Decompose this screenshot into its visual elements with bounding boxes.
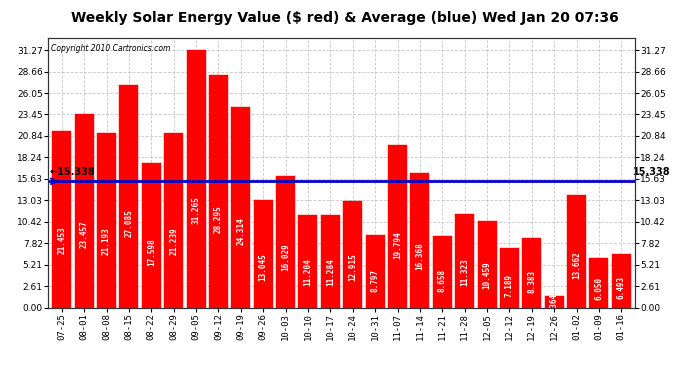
Text: 23.457: 23.457: [79, 220, 88, 248]
Text: 11.323: 11.323: [460, 258, 469, 286]
Text: 11.204: 11.204: [304, 259, 313, 286]
Text: 13.045: 13.045: [259, 253, 268, 280]
Text: 17.598: 17.598: [147, 238, 156, 266]
Bar: [209, 75, 228, 308]
Text: 28.295: 28.295: [214, 205, 223, 233]
Text: 21.453: 21.453: [57, 226, 66, 254]
Text: 10.459: 10.459: [482, 261, 491, 289]
Bar: [388, 144, 407, 308]
Bar: [411, 173, 429, 308]
Text: 11.284: 11.284: [326, 258, 335, 286]
Bar: [343, 201, 362, 308]
Text: 8.383: 8.383: [527, 270, 536, 293]
Bar: [477, 221, 497, 308]
Bar: [321, 214, 340, 308]
Text: 16.029: 16.029: [281, 243, 290, 271]
Text: ←15.338: ←15.338: [50, 167, 95, 177]
Bar: [52, 131, 71, 308]
Text: 12.915: 12.915: [348, 253, 357, 281]
Text: 1.364: 1.364: [550, 292, 559, 316]
Text: 7.189: 7.189: [505, 273, 514, 297]
Text: 24.314: 24.314: [236, 217, 246, 245]
Bar: [75, 114, 94, 308]
Bar: [589, 258, 609, 307]
Bar: [231, 107, 250, 308]
Bar: [500, 248, 519, 308]
Bar: [97, 133, 116, 308]
Text: 16.368: 16.368: [415, 242, 424, 270]
Bar: [522, 238, 542, 308]
Text: 6.050: 6.050: [595, 277, 604, 300]
Bar: [141, 163, 161, 308]
Text: Copyright 2010 Cartronics.com: Copyright 2010 Cartronics.com: [51, 44, 170, 53]
Bar: [544, 296, 564, 307]
Text: 8.658: 8.658: [437, 269, 447, 292]
Text: 21.239: 21.239: [169, 227, 178, 255]
Text: 21.193: 21.193: [102, 227, 111, 255]
Bar: [186, 50, 206, 308]
Text: 15.338: 15.338: [633, 167, 670, 177]
Bar: [276, 176, 295, 308]
Bar: [366, 235, 384, 308]
Text: 8.797: 8.797: [371, 268, 380, 291]
Text: 6.493: 6.493: [617, 276, 626, 299]
Bar: [299, 215, 317, 308]
Text: 19.794: 19.794: [393, 232, 402, 260]
Bar: [119, 84, 139, 308]
Text: 27.085: 27.085: [124, 209, 133, 237]
Text: 31.265: 31.265: [192, 196, 201, 223]
Text: 13.662: 13.662: [572, 251, 581, 279]
Bar: [455, 214, 474, 308]
Bar: [567, 195, 586, 308]
Bar: [254, 200, 273, 308]
Bar: [612, 254, 631, 308]
Bar: [164, 133, 183, 308]
Bar: [433, 236, 452, 308]
Text: Weekly Solar Energy Value ($ red) & Average (blue) Wed Jan 20 07:36: Weekly Solar Energy Value ($ red) & Aver…: [71, 11, 619, 25]
